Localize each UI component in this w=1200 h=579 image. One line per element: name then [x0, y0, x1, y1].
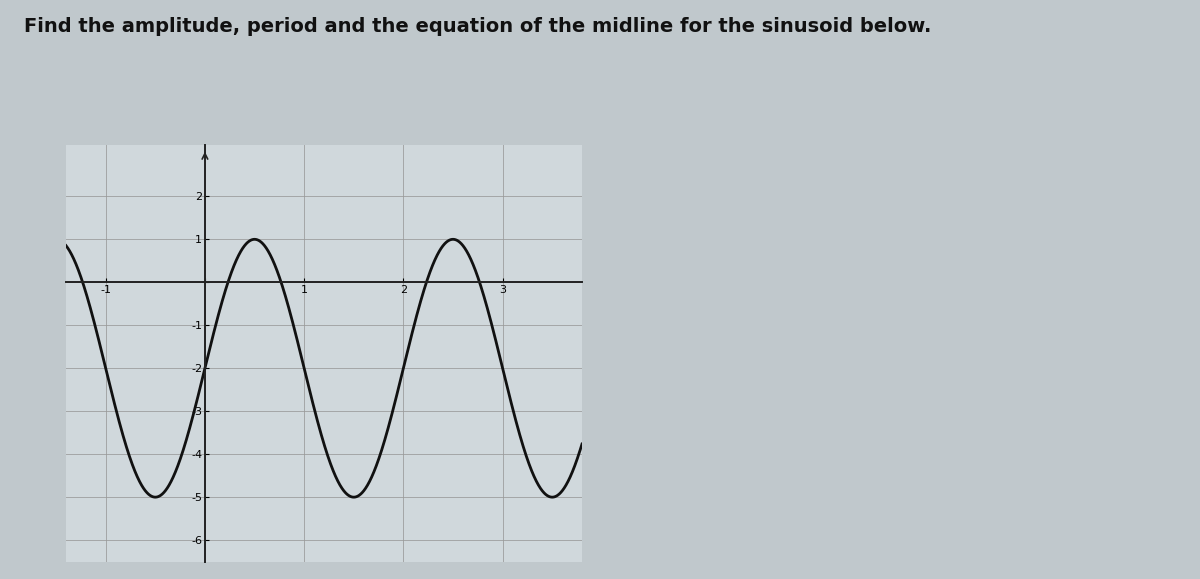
Text: Find the amplitude, period and the equation of the midline for the sinusoid belo: Find the amplitude, period and the equat…: [24, 17, 931, 36]
